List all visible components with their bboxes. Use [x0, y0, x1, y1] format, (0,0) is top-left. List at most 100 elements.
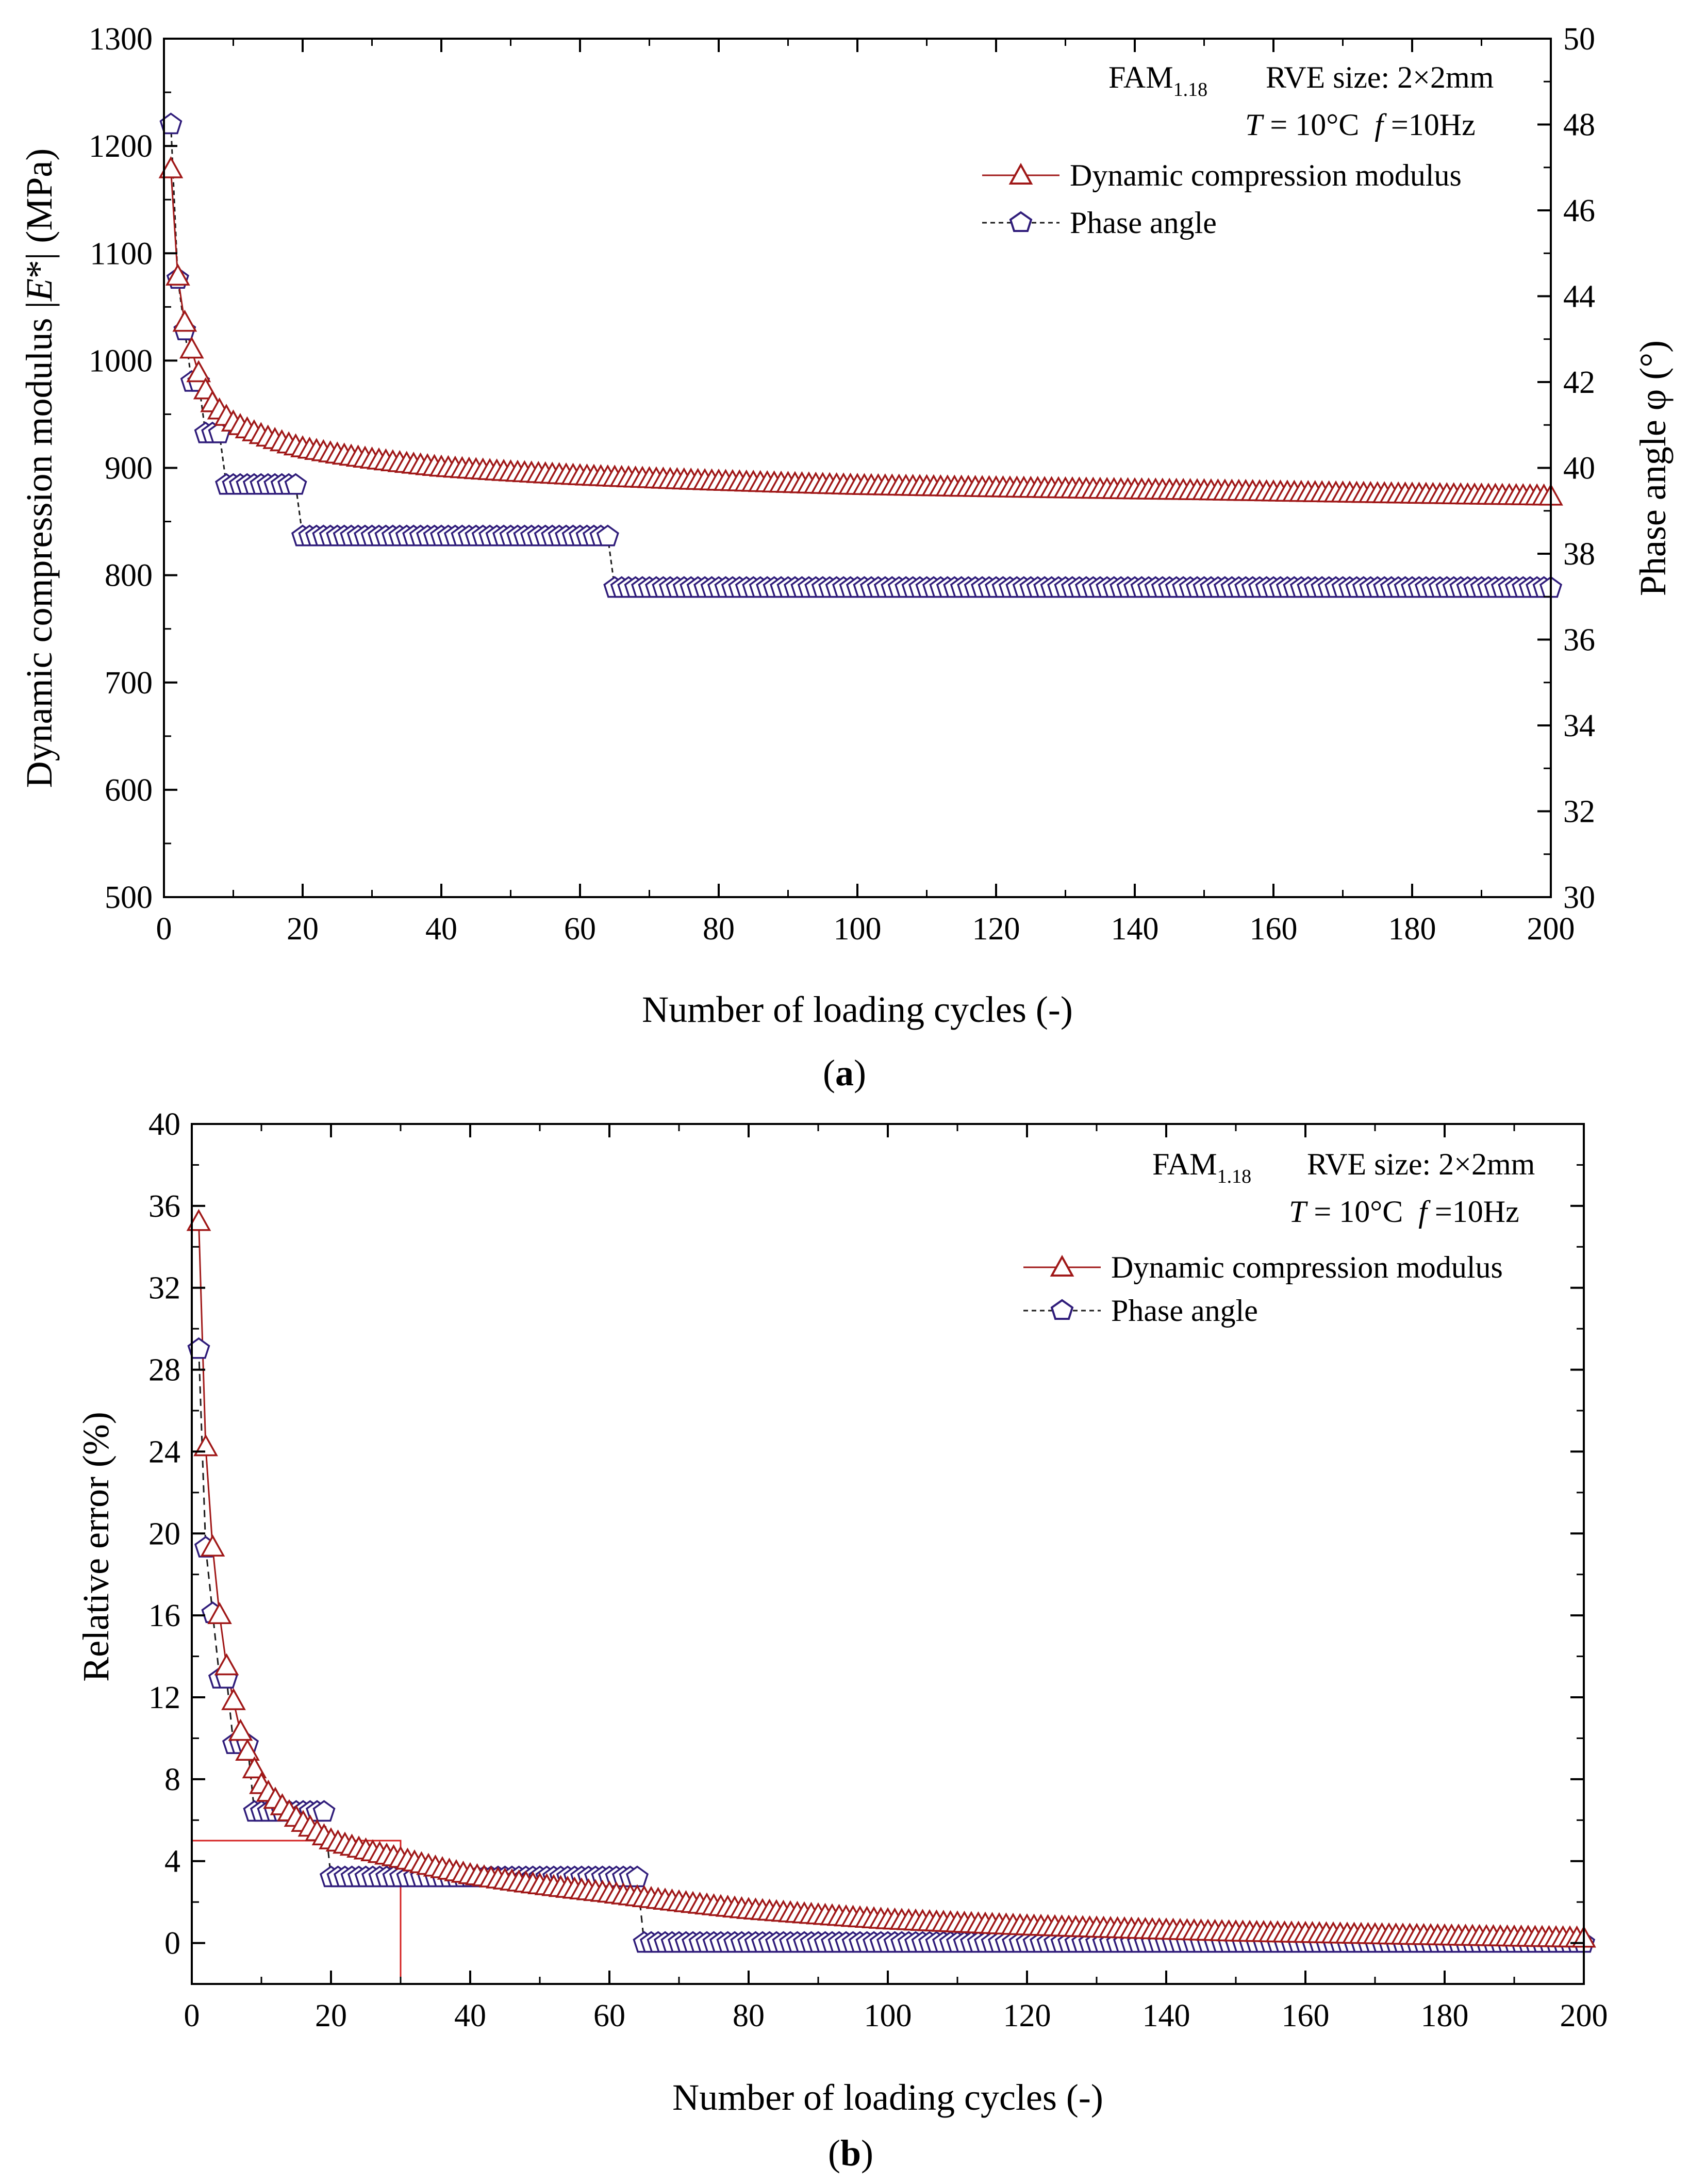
panel-b-y-axis-title: Relative error (%) [75, 1412, 117, 1682]
modulus-line [198, 1222, 1584, 1940]
legend-modulus-sample [1023, 1254, 1101, 1277]
modulus-marker [228, 1718, 253, 1741]
threshold-guide-line [192, 1840, 402, 1984]
x-tick-label: 100 [834, 912, 882, 947]
y-left-tick-label: 1100 [90, 236, 153, 271]
panel-a-conditions-label: T = 10°C f =10Hz [1245, 108, 1476, 142]
legend-modulus-label: Dynamic compression modulus [1070, 158, 1462, 192]
y-right-tick-label: 48 [1563, 108, 1595, 143]
modulus-marker [207, 1602, 232, 1625]
y-right-tick-label: 30 [1563, 880, 1595, 915]
modulus-marker [221, 1688, 246, 1710]
y-tick-label: 20 [148, 1516, 180, 1551]
modulus-marker [200, 1534, 225, 1557]
panel-b-conditions-label: T = 10°C f =10Hz [1289, 1195, 1519, 1229]
y-left-tick-label: 1300 [89, 22, 153, 57]
y-tick-label: 36 [148, 1189, 180, 1224]
legend-modulus-sample [982, 162, 1059, 185]
y-right-tick-label: 34 [1563, 708, 1595, 743]
phase-angle-line [170, 124, 1551, 589]
x-tick-label: 120 [972, 912, 1020, 947]
y-left-tick-label: 500 [105, 880, 153, 915]
y-left-tick-label: 1200 [89, 129, 153, 164]
x-tick-label: 140 [1111, 912, 1159, 947]
modulus-marker [179, 336, 204, 359]
x-tick-label: 40 [454, 1998, 486, 2033]
x-tick-label: 200 [1560, 1998, 1608, 2033]
y-tick-label: 0 [164, 1926, 180, 1961]
panel-a-caption: (a) [823, 1052, 866, 1094]
panel-a-x-axis-title: Number of loading cycles (-) [642, 989, 1073, 1030]
x-tick-label: 20 [287, 912, 319, 947]
y-tick-label: 16 [148, 1598, 180, 1633]
y-left-tick-label: 1000 [89, 343, 153, 378]
modulus-marker [193, 1434, 218, 1457]
panel-b-legend: Dynamic compression modulus Phase angle [1023, 1250, 1503, 1328]
modulus-marker [235, 1739, 260, 1761]
phase-angle-marker [312, 1800, 336, 1822]
y-right-tick-label: 44 [1563, 279, 1595, 315]
panel-b-caption: (b) [828, 2132, 873, 2174]
panel-a-ticks: 0 20 40 60 80 100 120 140 160 180 200 500 600 700 800 9… [89, 22, 1595, 947]
modulus-marker [242, 1756, 267, 1779]
legend-phase-sample [1023, 1299, 1101, 1320]
y-left-tick-label: 900 [105, 451, 153, 486]
y-tick-label: 12 [148, 1680, 180, 1715]
x-tick-label: 200 [1527, 912, 1575, 947]
panel-a-data-layer [158, 112, 1563, 598]
x-tick-label: 180 [1421, 1998, 1469, 2033]
y-right-tick-label: 46 [1563, 193, 1595, 228]
panel-a-y-left-axis-title: Dynamic compression modulus |E*| (MPa) [19, 148, 60, 788]
legend-phase-label: Phase angle [1111, 1294, 1258, 1328]
y-tick-label: 4 [164, 1844, 180, 1879]
y-right-tick-label: 32 [1563, 795, 1595, 830]
phase-angle-marker [284, 473, 307, 495]
legend-phase-sample [982, 211, 1059, 232]
modulus-marker [165, 263, 190, 286]
y-tick-label: 32 [148, 1271, 180, 1306]
modulus-line [170, 169, 1551, 498]
legend-phase-label: Phase angle [1070, 206, 1217, 240]
panel-b-material-label: FAM1.18 [1152, 1147, 1251, 1187]
modulus-marker [186, 1209, 211, 1231]
modulus-marker [214, 1653, 239, 1676]
y-tick-label: 24 [148, 1434, 180, 1469]
panel-a-legend: Dynamic compression modulus Phase angle [982, 158, 1462, 240]
y-right-tick-label: 50 [1563, 22, 1595, 57]
x-tick-label: 80 [703, 912, 735, 947]
x-tick-label: 0 [156, 912, 172, 947]
phase-angle-marker [187, 1337, 210, 1359]
y-left-tick-label: 700 [105, 666, 153, 701]
chart-panel-a: 0 20 40 60 80 100 120 140 160 180 200 500 600 700 800 9… [19, 22, 1674, 1094]
panel-a-material-label: FAM1.18 [1108, 60, 1207, 101]
x-tick-label: 140 [1142, 1998, 1190, 2033]
x-tick-label: 60 [593, 1998, 625, 2033]
x-tick-label: 100 [864, 1998, 912, 2033]
x-tick-label: 120 [1003, 1998, 1051, 2033]
y-right-tick-label: 38 [1563, 537, 1595, 572]
phase-angle-marker [596, 524, 619, 547]
panel-a-rve-label: RVE size: 2×2mm [1266, 60, 1494, 94]
legend-modulus-label: Dynamic compression modulus [1111, 1250, 1503, 1284]
panel-a-y-right-axis-title: Phase angle φ (°) [1632, 340, 1674, 596]
y-tick-label: 8 [164, 1762, 180, 1797]
y-left-tick-label: 600 [105, 773, 153, 808]
panel-b-data-layer [186, 1209, 1596, 1984]
y-right-tick-label: 40 [1563, 451, 1595, 486]
x-tick-label: 160 [1282, 1998, 1330, 2033]
x-tick-label: 80 [733, 1998, 765, 2033]
y-left-tick-label: 800 [105, 558, 153, 593]
x-tick-label: 160 [1250, 912, 1298, 947]
y-right-tick-label: 42 [1563, 365, 1595, 400]
panel-b-x-axis-title: Number of loading cycles (-) [672, 2077, 1103, 2118]
x-tick-label: 180 [1388, 912, 1436, 947]
phase-angle-marker [159, 112, 183, 135]
y-tick-label: 28 [148, 1353, 180, 1388]
y-tick-label: 40 [148, 1107, 180, 1142]
modulus-marker [172, 309, 197, 332]
chart-panel-b: 0 20 40 60 80 100 120 140 160 180 200 0 4 8 12 16 20 24 28… [75, 1107, 1608, 2174]
y-right-tick-label: 36 [1563, 623, 1595, 658]
x-tick-label: 0 [184, 1998, 200, 2033]
x-tick-label: 40 [425, 912, 457, 947]
